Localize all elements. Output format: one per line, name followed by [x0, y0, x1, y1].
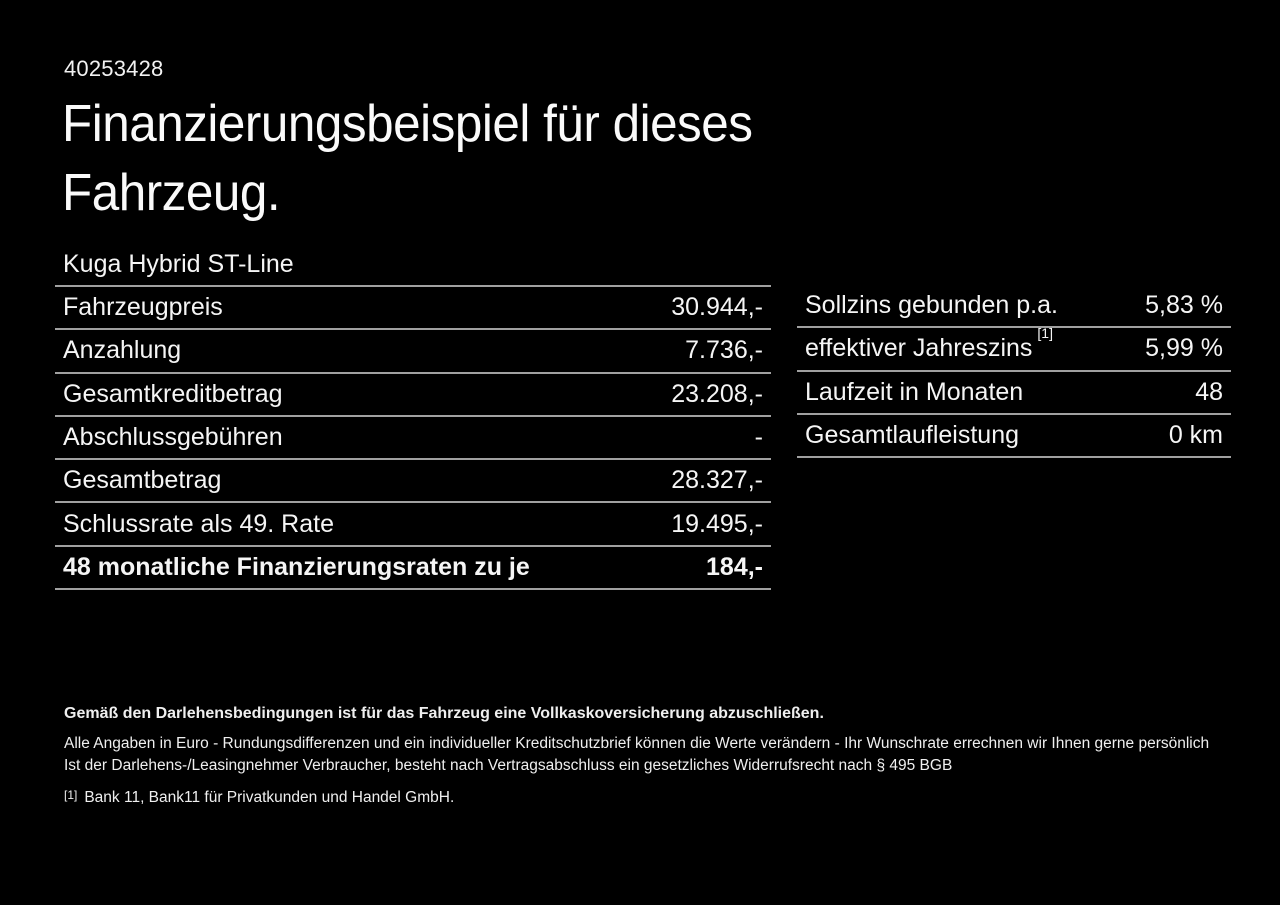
row-value: 28.327,-	[671, 466, 763, 495]
row-label-text: effektiver Jahreszins	[805, 334, 1033, 363]
page-title-line2: Fahrzeug.	[62, 164, 281, 222]
row-value: 30.944,-	[671, 293, 763, 322]
row-label: Fahrzeugpreis	[63, 293, 223, 322]
row-value: 184,-	[706, 552, 763, 581]
disclaimer-line-2: Ist der Darlehens-/Leasingnehmer Verbrau…	[64, 756, 953, 774]
financing-table: Fahrzeugpreis 30.944,- Anzahlung 7.736,-…	[55, 285, 771, 591]
row-value: 5,83 %	[1145, 291, 1223, 320]
row-label: Gesamtbetrag	[63, 466, 222, 495]
table-row-laufzeit: Laufzeit in Monaten 48	[797, 372, 1231, 415]
footnote: [1] Bank 11, Bank11 für Privatkunden und …	[64, 788, 1224, 807]
table-row-abschlussgebuehren: Abschlussgebühren -	[55, 417, 771, 461]
footnote-marker: [1]	[64, 788, 78, 802]
row-value: 48	[1195, 377, 1223, 406]
footer-disclaimer: Gemäß den Darlehensbedingungen ist für d…	[64, 705, 1224, 807]
row-label: 48 monatliche Finanzierungsraten zu je	[63, 552, 530, 581]
page-title-line1: Finanzierungsbeispiel für dieses	[62, 95, 753, 153]
table-row-fahrzeugpreis: Fahrzeugpreis 30.944,-	[55, 287, 771, 331]
row-value: 5,99 %	[1145, 334, 1223, 363]
row-label: Gesamtlaufleistung	[805, 421, 1020, 450]
table-row-schlussrate: Schlussrate als 49. Rate 19.495,-	[55, 503, 771, 547]
row-label: Gesamtkreditbetrag	[63, 379, 283, 408]
footnote-reference: [1]	[1037, 325, 1053, 342]
row-value: 23.208,-	[671, 379, 763, 408]
table-row-monatsrate: 48 monatliche Finanzierungsraten zu je 1…	[55, 547, 771, 591]
row-label: Anzahlung	[63, 336, 182, 365]
row-label: Sollzins gebunden p.a.	[805, 291, 1058, 320]
vehicle-name: Kuga Hybrid ST-Line	[63, 250, 294, 278]
row-label: Abschlussgebühren	[63, 423, 283, 452]
table-row-sollzins: Sollzins gebunden p.a. 5,83 %	[797, 285, 1231, 329]
table-row-effektiver-jahreszins: effektiver Jahreszins[1] 5,99 %	[797, 326, 1231, 372]
table-row-gesamtbetrag: Gesamtbetrag 28.327,-	[55, 460, 771, 504]
row-value: 19.495,-	[671, 509, 763, 538]
insurance-note: Gemäß den Darlehensbedingungen ist für d…	[64, 705, 824, 722]
row-value: -	[754, 423, 763, 452]
page-title: Finanzierungsbeispiel für dieses Fahrzeug…	[62, 90, 753, 228]
table-row-gesamtlaufleistung: Gesamtlaufleistung 0 km	[797, 415, 1231, 459]
row-label: Laufzeit in Monaten	[805, 377, 1024, 406]
table-row-anzahlung: Anzahlung 7.736,-	[55, 330, 771, 374]
row-label: effektiver Jahreszins[1]	[805, 326, 1053, 363]
footnote-text: Bank 11, Bank11 für Privatkunden und Han…	[84, 789, 455, 806]
disclaimer-line-1: Alle Angaben in Euro - Rundungsdifferenz…	[64, 735, 1210, 752]
row-label: Schlussrate als 49. Rate	[63, 509, 334, 538]
row-value: 7.736,-	[685, 336, 763, 365]
row-value: 0 km	[1168, 421, 1223, 450]
table-row-gesamtkreditbetrag: Gesamtkreditbetrag 23.208,-	[55, 374, 771, 417]
conditions-table: Sollzins gebunden p.a. 5,83 % effektiver…	[797, 285, 1231, 459]
listing-id: 40253428	[64, 56, 164, 81]
